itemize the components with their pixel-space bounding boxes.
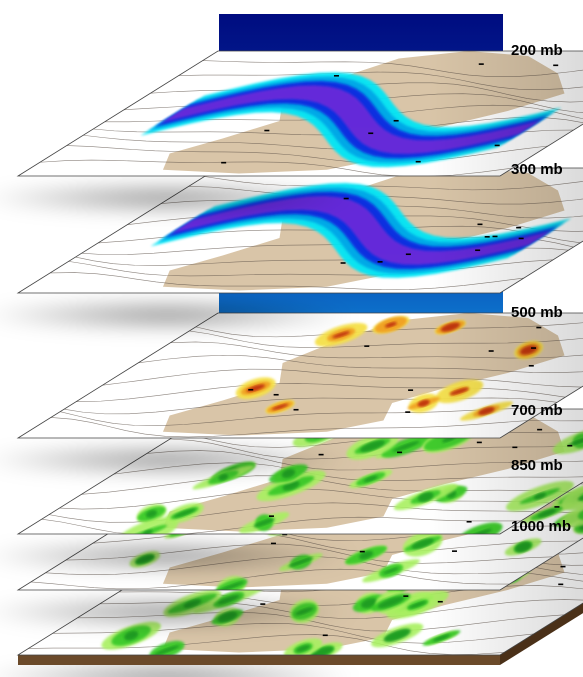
slab-shading bbox=[18, 168, 583, 293]
slab-shadow bbox=[0, 596, 358, 628]
level-label-500mb: 500 mb bbox=[511, 304, 563, 321]
level-label-700mb: 700 mb bbox=[511, 402, 563, 419]
level-label-1000mb: 1000 mb bbox=[511, 518, 572, 535]
slab-200mb bbox=[0, 50, 583, 214]
slab-shadow bbox=[0, 299, 358, 331]
slab-shading bbox=[18, 313, 583, 438]
level-label-850mb: 850 mb bbox=[511, 457, 563, 474]
slab-shading bbox=[18, 409, 583, 534]
slab-shadow bbox=[0, 182, 358, 214]
slab-outline bbox=[16, 50, 583, 177]
slab-shadow bbox=[0, 661, 358, 677]
slab-shading bbox=[18, 51, 583, 176]
slab-shadow bbox=[0, 540, 358, 572]
level-label-300mb: 300 mb bbox=[511, 161, 563, 178]
slab-outline bbox=[16, 312, 583, 439]
level-label-200mb: 200 mb bbox=[511, 42, 563, 59]
ground-front bbox=[18, 655, 500, 665]
ground-side bbox=[500, 603, 583, 665]
slab-500mb bbox=[0, 312, 583, 476]
slab-shadow bbox=[0, 444, 358, 476]
